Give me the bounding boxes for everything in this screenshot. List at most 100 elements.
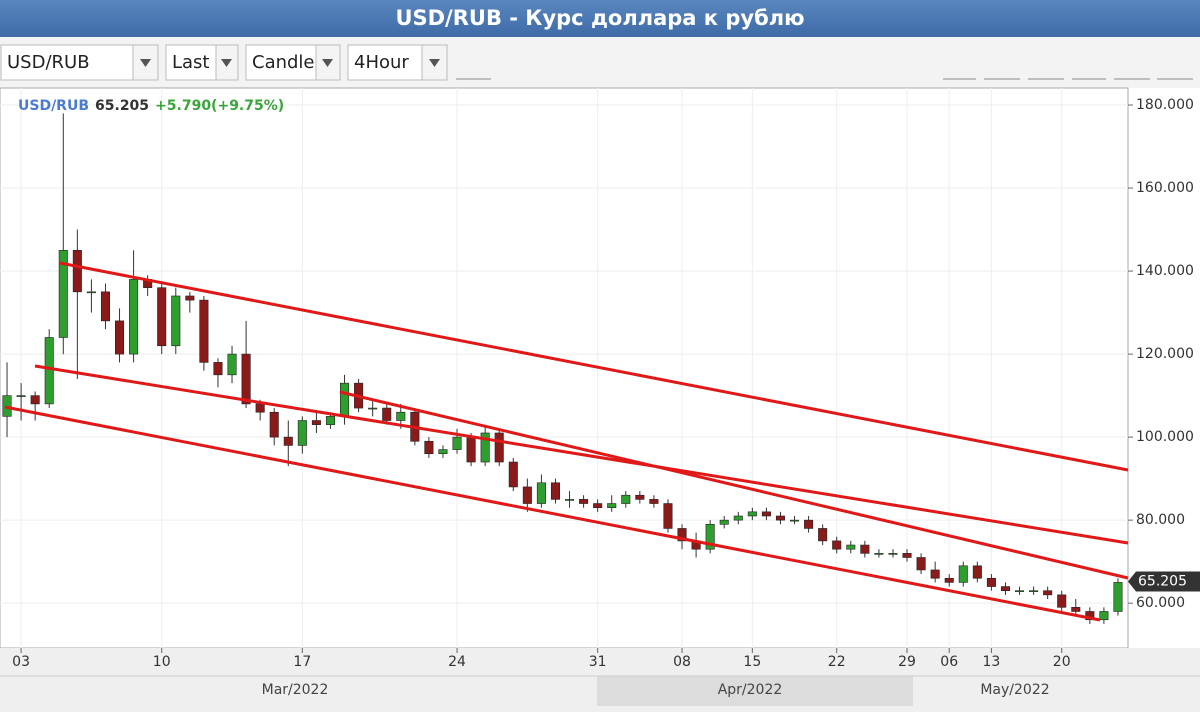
month-band xyxy=(597,676,913,706)
candle-body xyxy=(16,395,26,397)
candle-body xyxy=(593,503,603,508)
symbol-dropdown[interactable]: USD/RUB xyxy=(0,44,159,81)
candles xyxy=(2,113,1123,624)
month-label: May/2022 xyxy=(980,682,1049,698)
candle-body xyxy=(185,295,195,301)
candle-body xyxy=(1085,611,1095,621)
candle-body xyxy=(72,250,82,293)
candle-body xyxy=(649,499,659,504)
price-tag-label: 65.205 xyxy=(1138,574,1187,590)
style-dropdown[interactable]: Candle xyxy=(245,44,341,81)
trend-lines xyxy=(4,261,1129,622)
candle-body xyxy=(1099,611,1109,621)
candle-body xyxy=(466,436,476,463)
candle-body xyxy=(677,528,687,542)
candle-body xyxy=(733,515,743,521)
candle-body xyxy=(199,299,209,363)
candle-body xyxy=(607,503,617,508)
style-text: Candle xyxy=(252,52,315,73)
candle-body xyxy=(494,432,504,463)
candle-body xyxy=(579,499,589,504)
candle-body xyxy=(565,499,575,501)
candle-body xyxy=(747,511,757,517)
candle-body xyxy=(213,362,223,376)
x-tick-label: 17 xyxy=(293,654,311,670)
candle-body xyxy=(171,295,181,347)
candle-body xyxy=(129,279,139,355)
candle-body xyxy=(86,291,96,294)
candle-body xyxy=(115,320,125,355)
candle-body xyxy=(663,503,673,529)
price-text: Last xyxy=(172,52,210,73)
x-tick-label: 15 xyxy=(743,654,761,670)
candle-body xyxy=(719,519,729,525)
legend: USD/RUB 65.205 +5.790(+9.75%) xyxy=(18,98,284,114)
candle-body xyxy=(775,515,785,521)
candle-body xyxy=(480,432,490,463)
candle-body xyxy=(438,449,448,455)
interval-text: 4Hour xyxy=(354,52,409,73)
legend-change: +5.790(+9.75%) xyxy=(155,98,284,114)
candle-body xyxy=(972,565,982,579)
plot-area xyxy=(0,87,1129,649)
candle-body xyxy=(522,486,532,504)
x-tick-label: 03 xyxy=(12,654,30,670)
price-dropdown[interactable]: Last xyxy=(165,44,239,81)
y-tick-label: 140.000 xyxy=(1136,263,1194,279)
candle-body xyxy=(311,420,321,425)
candle-body xyxy=(452,436,462,450)
y-tick-label: 120.000 xyxy=(1136,346,1194,362)
x-tick-label: 24 xyxy=(448,654,466,670)
candle-body xyxy=(621,494,631,504)
x-tick-label: 13 xyxy=(982,654,1000,670)
candle-body xyxy=(382,407,392,421)
candle-body xyxy=(1113,582,1123,612)
candle-body xyxy=(269,411,279,438)
candle-body xyxy=(396,411,406,421)
candle-body xyxy=(368,407,378,410)
price-tag-shape xyxy=(1128,571,1200,592)
candle-body xyxy=(283,436,293,446)
candle-body xyxy=(1071,607,1081,612)
candle-body xyxy=(860,544,870,554)
candle-body xyxy=(1043,590,1053,596)
candle-body xyxy=(790,519,800,522)
candle-body xyxy=(44,337,54,405)
candle-body xyxy=(1015,590,1025,593)
last-price-tag: 65.205 xyxy=(1128,571,1200,592)
candle-body xyxy=(958,565,968,583)
page-title: USD/RUB - Курс доллара к рублю xyxy=(395,6,804,30)
candle-body xyxy=(255,403,265,413)
x-tick-label: 20 xyxy=(1053,654,1071,670)
x-tick-label: 08 xyxy=(673,654,691,670)
y-tick-label: 160.000 xyxy=(1136,180,1194,196)
x-tick-label: 22 xyxy=(828,654,846,670)
month-label: Mar/2022 xyxy=(262,682,329,698)
candle-body xyxy=(508,461,518,488)
candle-body xyxy=(1029,590,1039,593)
candle-body xyxy=(340,382,350,417)
candle-body xyxy=(761,511,771,517)
candle-body xyxy=(30,395,40,405)
candle-body xyxy=(635,494,645,500)
y-tick-label: 60.000 xyxy=(1136,595,1185,611)
candle-body xyxy=(550,482,560,500)
candle-body xyxy=(944,577,954,583)
candle-body xyxy=(705,523,715,550)
title-bar xyxy=(0,0,1200,37)
candle-body xyxy=(902,553,912,558)
x-tick-label: 10 xyxy=(153,654,171,670)
candle-body xyxy=(846,544,856,550)
interval-dropdown[interactable]: 4Hour xyxy=(347,44,448,81)
candle-body xyxy=(241,353,251,405)
candle-body xyxy=(227,353,237,376)
symbol-text: USD/RUB xyxy=(7,52,90,73)
month-label: Apr/2022 xyxy=(718,682,783,698)
candle-body xyxy=(874,553,884,555)
x-tick-label: 06 xyxy=(940,654,958,670)
candle-body xyxy=(916,557,926,571)
legend-symbol: USD/RUB xyxy=(18,98,89,114)
candle-body xyxy=(1057,594,1067,608)
